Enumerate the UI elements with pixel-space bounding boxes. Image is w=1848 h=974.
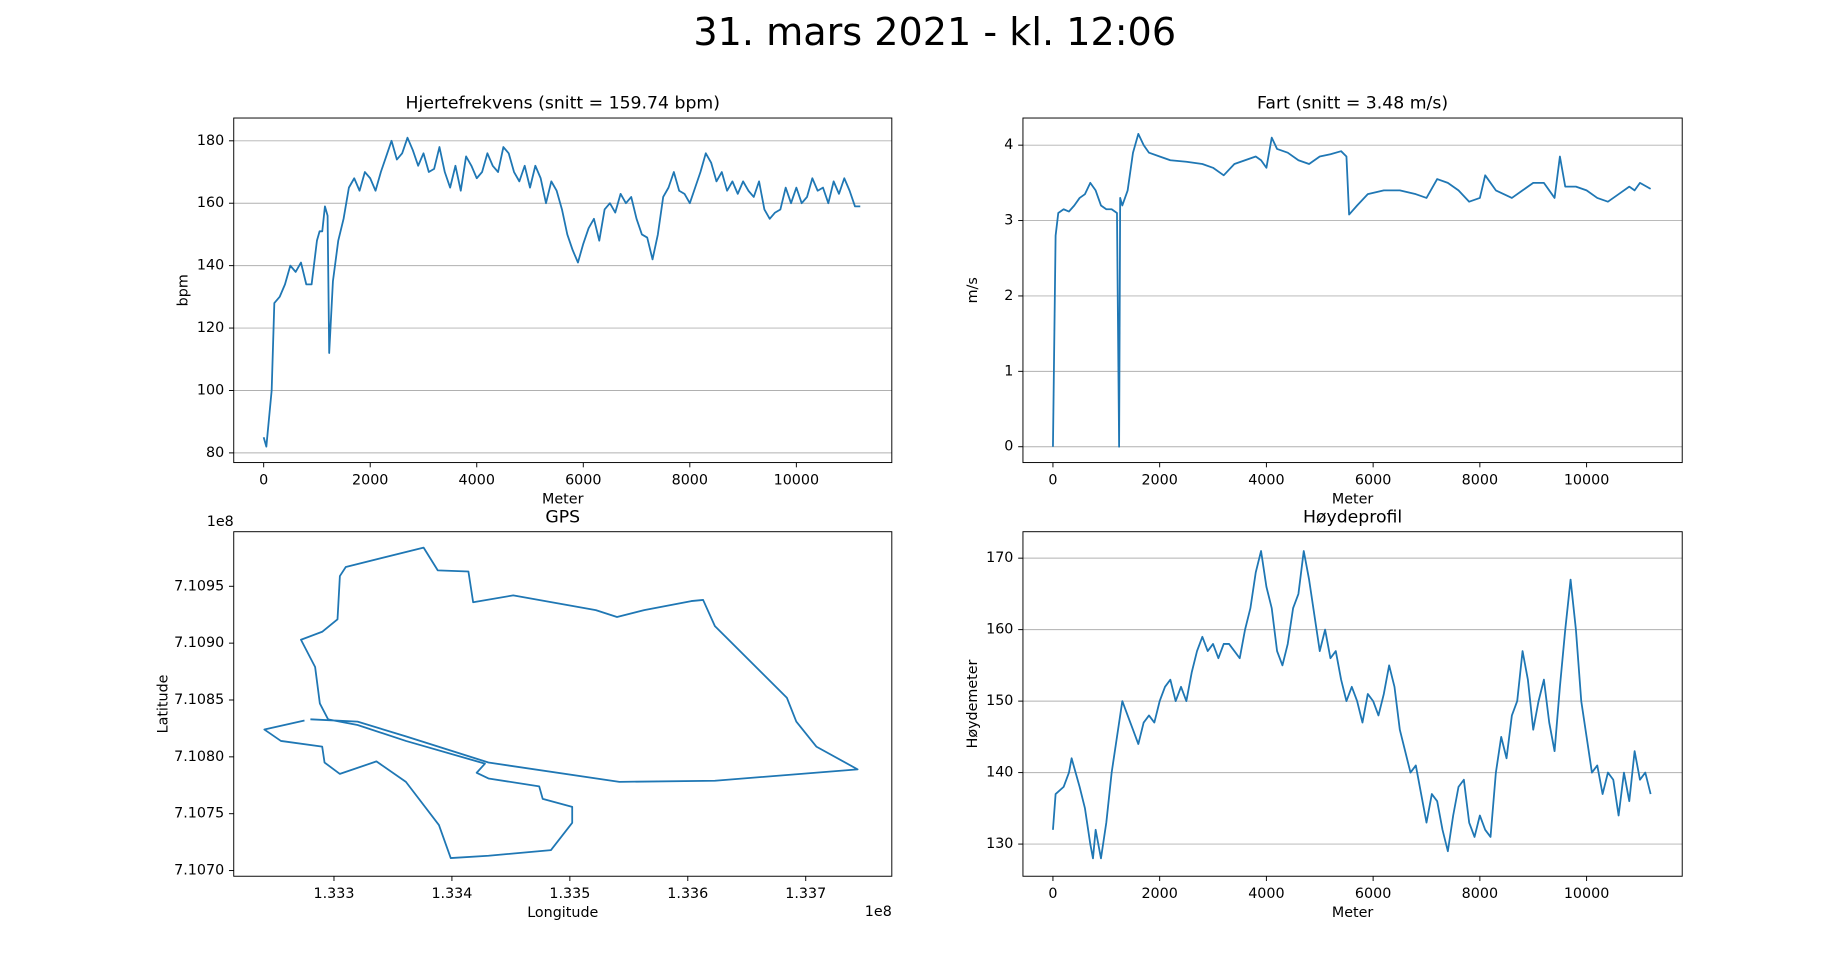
subplot-title: Høydeprofil [1303, 507, 1402, 527]
y-tick-label: 3 [1004, 213, 1013, 229]
axes-frame [1022, 531, 1683, 877]
y-tick-label: 170 [986, 550, 1013, 566]
x-tick-label: 6000 [565, 472, 601, 488]
x-tick-label: 8000 [672, 472, 708, 488]
x-tick-label: 4000 [1248, 886, 1284, 902]
x-tick-label: 6000 [1355, 472, 1391, 488]
data-line [263, 546, 859, 859]
x-tick-label: 1.336 [667, 886, 708, 902]
x-tick-label: 0 [1048, 886, 1057, 902]
y-tick-label: 180 [197, 133, 224, 149]
subplot-title: Fart (snitt = 3.48 m/s) [1257, 94, 1448, 114]
plot-area [1052, 550, 1652, 860]
axes-frame [233, 117, 893, 464]
x-tick-label: 10000 [1564, 472, 1609, 488]
axes-frame [1022, 117, 1683, 464]
data-line [1052, 550, 1652, 860]
x-axis-label: Meter [542, 492, 584, 508]
y-tick-label: 160 [986, 622, 1013, 638]
y-tick-label: 130 [986, 836, 1013, 852]
subplot: 7.1070 7.1075 7.1080 7.1085 7.1090 7.1095 1.33… [155, 507, 893, 921]
x-tick-label: 1.333 [314, 886, 355, 902]
y-tick-label: 80 [206, 445, 224, 461]
x-axis-label: Meter [1332, 492, 1374, 508]
x-tick-label: 1.337 [785, 886, 826, 902]
y-axis-label: bpm [176, 274, 192, 306]
y-tick-label: 140 [986, 765, 1013, 781]
y-tick-label: 1 [1004, 363, 1013, 379]
y-tick-label: 7.1095 [174, 578, 224, 594]
data-line [1052, 132, 1652, 448]
y-axis-label: Høydemeter [965, 659, 981, 748]
y-tick-label: 7.1085 [174, 692, 224, 708]
x-tick-label: 4000 [1248, 472, 1284, 488]
subplot: 80 100 120 140 160 180 0 2000 4000 6000 8000 10000 H… [176, 94, 893, 508]
x-tick-label: 8000 [1462, 472, 1498, 488]
y-tick-label: 7.1080 [174, 749, 224, 765]
y-tick-label: 140 [197, 258, 224, 274]
y-tick-label: 2 [1004, 288, 1013, 304]
subplot-title: GPS [545, 507, 580, 527]
y-axis-label: Latitude [155, 674, 171, 733]
data-line [262, 136, 861, 448]
y-tick-label: 4 [1004, 137, 1013, 153]
subplot: 130 140 150 160 170 0 2000 4000 6000 8000 10000 Høy… [965, 507, 1683, 921]
x-offset-label: 1e8 [865, 904, 892, 920]
x-tick-label: 1.335 [549, 886, 590, 902]
y-tick-label: 100 [197, 382, 224, 398]
subplot: 0 1 2 3 4 0 2000 4000 6000 8000 10000 Fart (snitt =… [965, 94, 1683, 508]
x-axis-label: Meter [1332, 905, 1374, 921]
plot-area [263, 546, 859, 859]
y-tick-label: 0 [1004, 439, 1013, 455]
x-tick-label: 2000 [1141, 472, 1177, 488]
figure-title: 31. mars 2021 - kl. 12:06 [693, 10, 1176, 54]
x-tick-label: 6000 [1355, 886, 1391, 902]
x-tick-label: 8000 [1462, 886, 1498, 902]
x-axis-label: Longitude [527, 905, 598, 921]
y-axis-label: m/s [965, 277, 981, 303]
y-tick-label: 7.1075 [174, 806, 224, 822]
x-tick-label: 2000 [1141, 886, 1177, 902]
y-tick-label: 7.1070 [174, 863, 224, 879]
axes-frame [233, 531, 893, 877]
y-tick-label: 120 [197, 320, 224, 336]
x-tick-label: 4000 [459, 472, 495, 488]
x-tick-label: 2000 [352, 472, 388, 488]
x-tick-label: 10000 [1564, 886, 1609, 902]
y-tick-label: 150 [986, 693, 1013, 709]
y-tick-label: 7.1090 [174, 635, 224, 651]
subplot-title: Hjertefrekvens (snitt = 159.74 bpm) [406, 94, 720, 114]
y-offset-label: 1e8 [207, 514, 234, 530]
plot-area [262, 136, 861, 448]
x-tick-label: 0 [259, 472, 268, 488]
x-tick-label: 0 [1048, 472, 1057, 488]
plot-area [1052, 132, 1652, 448]
x-tick-label: 1.334 [431, 886, 472, 902]
x-tick-label: 10000 [774, 472, 819, 488]
y-tick-label: 160 [197, 195, 224, 211]
